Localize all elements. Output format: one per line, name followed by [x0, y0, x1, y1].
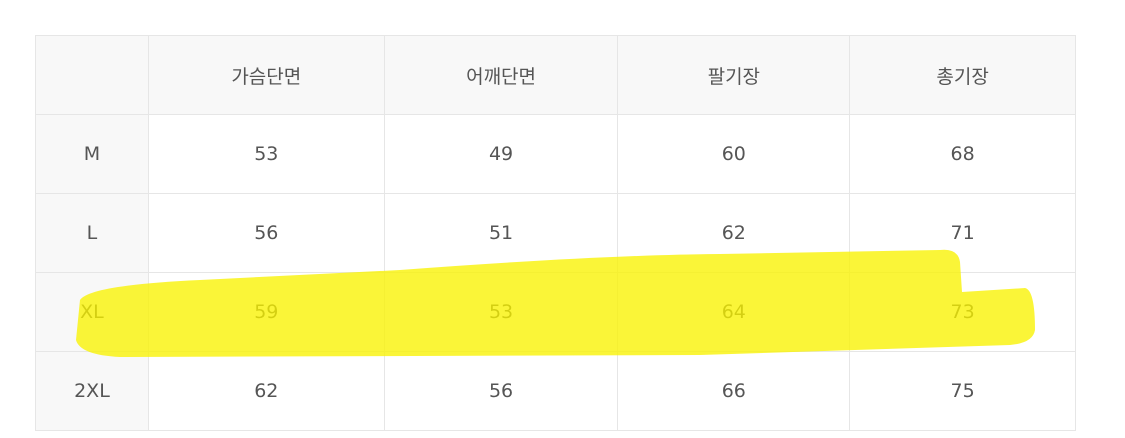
table-cell: 62 [617, 193, 851, 273]
table-cell: 60 [617, 114, 851, 194]
table-cell: 62 [147, 351, 385, 431]
header-chest-width: 가슴단면 [147, 35, 385, 115]
header-corner [35, 35, 149, 115]
size-chart-table: 가슴단면 어깨단면 팔기장 총기장 M 53 49 60 68 L 56 51 … [35, 35, 1076, 431]
table-cell: 64 [617, 272, 851, 352]
table-row: 2XL 62 56 66 75 [35, 351, 1076, 431]
table-cell: 53 [383, 272, 619, 352]
table-cell: 51 [383, 193, 619, 273]
table-cell: 66 [617, 351, 851, 431]
table-cell: 71 [849, 193, 1076, 273]
table-cell: 53 [147, 114, 385, 194]
table-cell: 68 [849, 114, 1076, 194]
header-row: 가슴단면 어깨단면 팔기장 총기장 [35, 35, 1076, 115]
size-label: M [35, 114, 149, 194]
header-sleeve-length: 팔기장 [617, 35, 851, 115]
table-cell: 73 [849, 272, 1076, 352]
header-total-length: 총기장 [849, 35, 1076, 115]
table-cell: 49 [383, 114, 619, 194]
size-label: L [35, 193, 149, 273]
table-cell: 56 [147, 193, 385, 273]
table-row: XL 59 53 64 73 [35, 272, 1076, 352]
table-cell: 75 [849, 351, 1076, 431]
size-label: XL [35, 272, 149, 352]
table-row: M 53 49 60 68 [35, 114, 1076, 194]
table-cell: 56 [383, 351, 619, 431]
table-row: L 56 51 62 71 [35, 193, 1076, 273]
header-shoulder-width: 어깨단면 [383, 35, 619, 115]
size-label: 2XL [35, 351, 149, 431]
table-cell: 59 [147, 272, 385, 352]
